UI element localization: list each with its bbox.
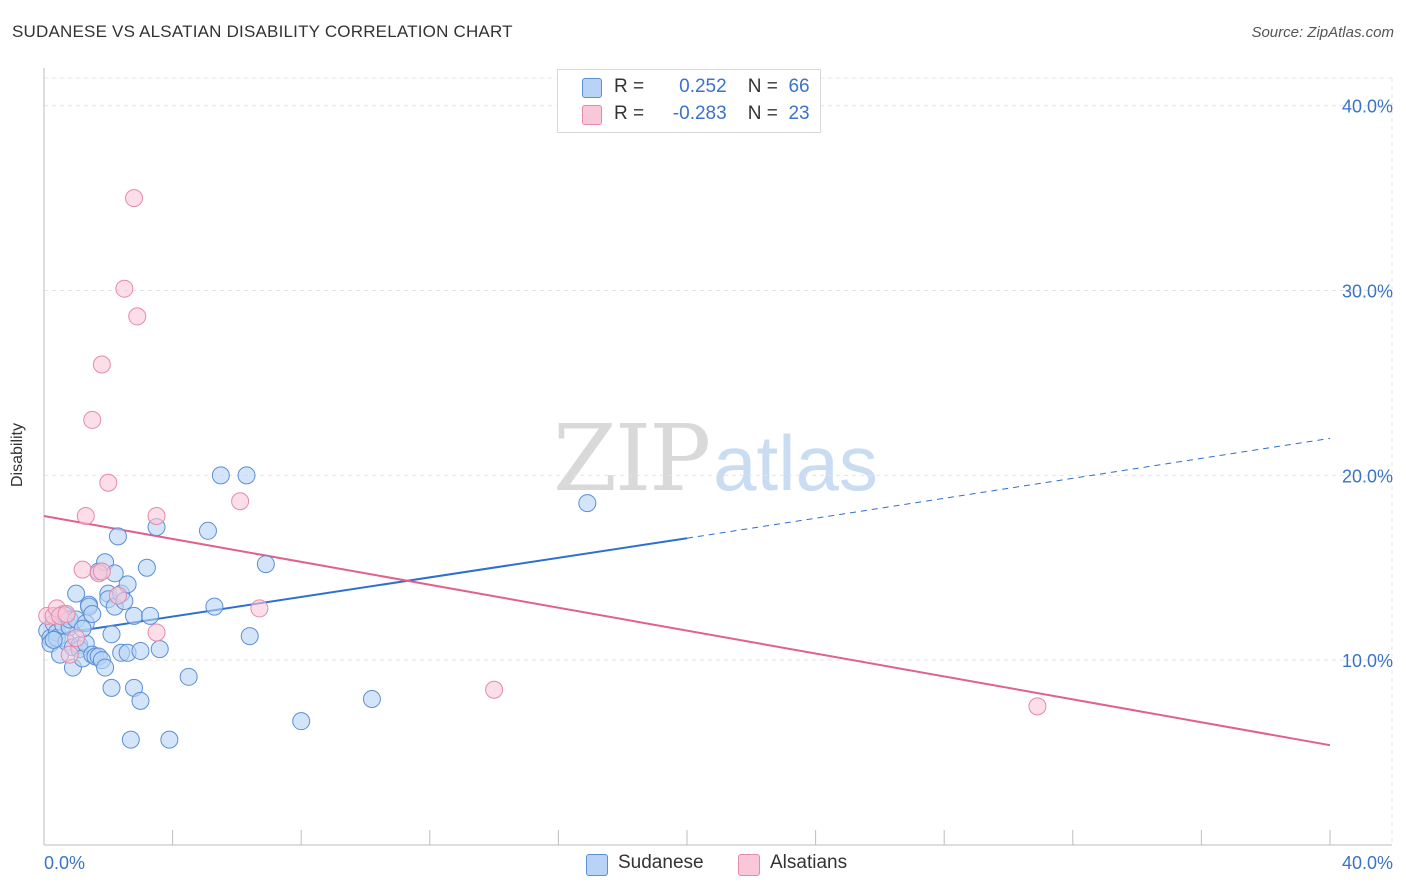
alsatians-point-19 bbox=[147, 623, 166, 642]
sudanese-n-label: N = bbox=[747, 76, 778, 97]
alsatians-point-4 bbox=[57, 604, 76, 623]
alsatians-point-17 bbox=[128, 307, 147, 326]
sudanese-n-value: 66 bbox=[788, 76, 810, 97]
legend-label-alsatians: Alsatians bbox=[770, 852, 848, 873]
watermark-atlas: atlas bbox=[713, 419, 878, 507]
alsatians-point-23 bbox=[1028, 697, 1047, 716]
sudanese-point-45 bbox=[125, 606, 144, 625]
sudanese-point-24 bbox=[83, 604, 102, 623]
x-tick-label-40: 40.0% bbox=[1342, 853, 1393, 873]
alsatians-point-9 bbox=[83, 410, 102, 429]
sudanese-point-53 bbox=[179, 667, 198, 686]
sudanese-point-43 bbox=[121, 730, 140, 749]
alsatians-point-5 bbox=[60, 645, 79, 664]
source-label: Source: ZipAtlas.com bbox=[1251, 24, 1394, 41]
alsatians-point-20 bbox=[231, 492, 250, 511]
alsatians-n-value: 23 bbox=[788, 103, 810, 124]
sudanese-point-61 bbox=[362, 689, 381, 708]
alsatians-point-11 bbox=[92, 562, 111, 581]
chart-title: SUDANESE VS ALSATIAN DISABILITY CORRELAT… bbox=[12, 22, 513, 41]
alsatians-r-value: -0.283 bbox=[672, 103, 727, 124]
sudanese-point-34 bbox=[102, 678, 121, 697]
watermark-zip: ZIP bbox=[553, 405, 711, 512]
sudanese-swatch bbox=[582, 78, 602, 98]
sudanese-point-31 bbox=[96, 658, 115, 677]
sudanese-point-15 bbox=[67, 584, 86, 603]
tick-labels: 10.0% 20.0% 30.0% 40.0% 0.0% 40.0% bbox=[44, 97, 1393, 873]
alsatians-r-label: R = bbox=[614, 103, 645, 124]
alsatians-point-12 bbox=[92, 355, 111, 374]
grid-lines bbox=[44, 77, 1393, 845]
alsatians-point-22 bbox=[485, 680, 504, 699]
sudanese-point-52 bbox=[160, 730, 179, 749]
sudanese-point-59 bbox=[256, 555, 275, 574]
sudanese-point-47 bbox=[131, 691, 150, 710]
data-points bbox=[38, 189, 1047, 749]
sudanese-point-49 bbox=[141, 606, 160, 625]
axes bbox=[43, 68, 1392, 846]
sudanese-r-label: R = bbox=[614, 76, 645, 97]
sudanese-point-62 bbox=[578, 494, 597, 513]
alsatians-point-15 bbox=[115, 279, 134, 298]
sudanese-point-57 bbox=[237, 466, 256, 485]
trend-lines bbox=[43, 437, 1331, 747]
legend-label-sudanese: Sudanese bbox=[618, 852, 704, 873]
sudanese-point-51 bbox=[150, 640, 169, 659]
alsatians-trend-line bbox=[43, 515, 1331, 747]
alsatians-swatch bbox=[582, 105, 602, 125]
sudanese-r-value: 0.252 bbox=[679, 76, 727, 97]
y-tick-label-30: 30.0% bbox=[1342, 282, 1393, 302]
y-tick-label-20: 20.0% bbox=[1342, 466, 1393, 486]
sudanese-point-48 bbox=[137, 558, 156, 577]
alsatians-point-18 bbox=[147, 507, 166, 526]
y-tick-label-40: 40.0% bbox=[1342, 97, 1393, 117]
alsatians-point-14 bbox=[108, 586, 127, 605]
alsatians-n-label: N = bbox=[747, 103, 778, 124]
sudanese-point-60 bbox=[292, 712, 311, 731]
sudanese-point-58 bbox=[240, 627, 259, 646]
series-legend: Sudanese Alsatians bbox=[0, 852, 1406, 878]
alsatians-point-8 bbox=[76, 507, 95, 526]
y-tick-label-10: 10.0% bbox=[1342, 651, 1393, 671]
correlation-legend: R = 0.252 N = 66 R = -0.283 N = 23 bbox=[557, 69, 821, 133]
alsatians-point-21 bbox=[250, 599, 269, 618]
sudanese-point-46 bbox=[131, 641, 150, 660]
legend-swatch-sudanese bbox=[586, 854, 608, 876]
watermark: ZIPatlas bbox=[553, 405, 878, 512]
sudanese-point-63 bbox=[44, 630, 63, 649]
alsatians-point-16 bbox=[125, 189, 144, 208]
legend-swatch-alsatians bbox=[738, 854, 760, 876]
sudanese-point-38 bbox=[108, 527, 127, 546]
sudanese-point-56 bbox=[211, 466, 230, 485]
sudanese-trend-extension bbox=[686, 437, 1331, 539]
sudanese-point-55 bbox=[205, 597, 224, 616]
sudanese-point-35 bbox=[102, 625, 121, 644]
alsatians-point-13 bbox=[99, 473, 118, 492]
alsatians-point-7 bbox=[73, 560, 92, 579]
alsatians-point-6 bbox=[67, 629, 86, 648]
sudanese-point-54 bbox=[198, 521, 217, 540]
x-tick-label-0: 0.0% bbox=[44, 853, 85, 873]
